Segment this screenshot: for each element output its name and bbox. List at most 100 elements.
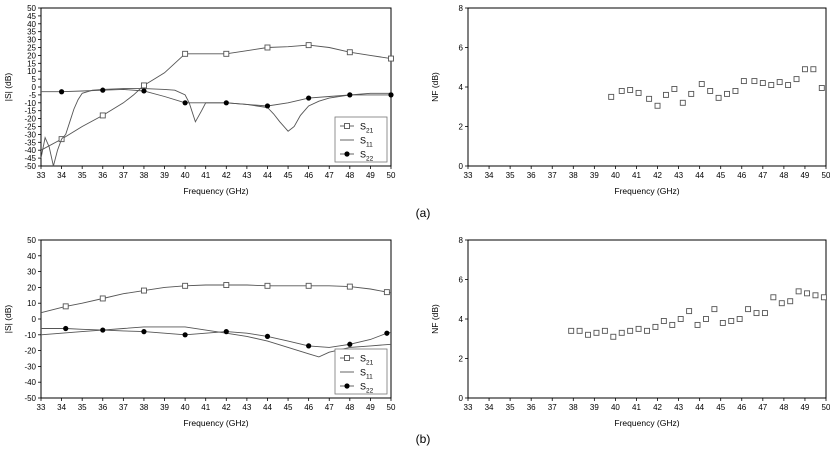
data-point-nf bbox=[753, 310, 760, 317]
data-point-nf bbox=[778, 300, 785, 307]
data-point-s21 bbox=[383, 289, 390, 296]
legend-label-symbol: S bbox=[360, 122, 366, 132]
y-tick-label: 50 bbox=[27, 236, 36, 245]
legend-label-subscript: 11 bbox=[366, 374, 373, 381]
x-tick-label: 42 bbox=[653, 171, 662, 180]
y-tick-label: -35 bbox=[24, 138, 36, 147]
data-point-s21 bbox=[388, 55, 394, 62]
data-point-nf bbox=[759, 80, 766, 87]
series-line-s22 bbox=[41, 88, 391, 107]
data-point-s21 bbox=[140, 82, 147, 89]
data-point-nf bbox=[818, 85, 825, 91]
legend-label-s21: S21 bbox=[360, 354, 374, 367]
x-tick-label: 42 bbox=[222, 403, 231, 412]
x-tick-label: 49 bbox=[800, 171, 809, 180]
data-point-nf bbox=[677, 316, 684, 322]
y-tick-label: -25 bbox=[24, 123, 36, 132]
x-tick-label: 33 bbox=[464, 403, 473, 412]
data-point-s21 bbox=[264, 282, 271, 289]
data-point-nf bbox=[568, 327, 575, 334]
y-tick-label: 40 bbox=[27, 252, 36, 261]
x-tick-label: 33 bbox=[37, 403, 46, 412]
x-axis-label: Frequency (GHz) bbox=[183, 418, 248, 428]
x-tick-label: 40 bbox=[181, 171, 190, 180]
x-tick-label: 46 bbox=[737, 403, 746, 412]
x-tick-label: 36 bbox=[98, 171, 107, 180]
x-tick-label: 34 bbox=[57, 403, 66, 412]
data-point-nf bbox=[688, 90, 695, 97]
data-point-nf bbox=[715, 94, 722, 101]
data-point-nf bbox=[728, 318, 735, 324]
data-point-s21 bbox=[223, 50, 230, 57]
x-tick-label: 37 bbox=[119, 403, 128, 412]
chart-b-noise-figure: 33 34 35 36 37 38 39 40 41 42 43 44 45 46 47 48 49 500246… bbox=[430, 236, 830, 428]
data-point-s21 bbox=[305, 42, 312, 49]
data-point-s22 bbox=[388, 92, 394, 98]
data-point-nf bbox=[703, 316, 709, 322]
chart-a-noise-figure: 33 34 35 36 37 38 39 40 41 42 43 44 45 46 47 48 49 500246… bbox=[430, 4, 830, 196]
x-tick-label: 35 bbox=[78, 171, 87, 180]
y-tick-label: -30 bbox=[24, 362, 36, 371]
legend-label-symbol: S bbox=[360, 136, 366, 146]
y-tick-label: 20 bbox=[27, 283, 36, 292]
data-point-s21 bbox=[140, 287, 147, 294]
data-point-nf bbox=[608, 93, 615, 100]
data-point-s22 bbox=[63, 325, 69, 332]
data-point-s21 bbox=[346, 49, 353, 56]
x-tick-label: 46 bbox=[737, 171, 746, 180]
x-tick-label: 36 bbox=[527, 171, 536, 180]
x-tick-label: 34 bbox=[485, 171, 494, 180]
data-point-nf bbox=[660, 318, 667, 324]
data-point-nf bbox=[663, 91, 669, 98]
legend-box bbox=[334, 116, 388, 163]
data-point-nf bbox=[646, 95, 653, 102]
x-tick-label: 45 bbox=[716, 171, 725, 180]
legend-label-subscript: 21 bbox=[366, 360, 374, 367]
legend-label-s22: S22 bbox=[360, 150, 374, 163]
x-tick-label: 49 bbox=[800, 403, 809, 412]
x-tick-label: 45 bbox=[284, 403, 293, 412]
data-point-nf bbox=[810, 66, 817, 73]
x-tick-label: 40 bbox=[611, 171, 620, 180]
data-point-nf bbox=[711, 306, 718, 313]
x-tick-label: 50 bbox=[387, 403, 396, 412]
x-tick-label: 37 bbox=[548, 171, 557, 180]
x-tick-label: 50 bbox=[387, 171, 396, 180]
series-line-s21 bbox=[40, 284, 392, 314]
data-point-s22 bbox=[100, 87, 106, 93]
y-axis-label: NF (dB) bbox=[430, 304, 440, 334]
x-tick-label: 38 bbox=[569, 171, 578, 180]
x-tick-label: 41 bbox=[632, 171, 641, 180]
y-tick-label: 0 bbox=[459, 162, 464, 171]
y-tick-label: 0 bbox=[459, 394, 464, 403]
data-point-s21 bbox=[182, 50, 189, 57]
data-point-nf bbox=[745, 306, 752, 313]
y-tick-label: 15 bbox=[27, 59, 36, 68]
x-tick-label: 49 bbox=[366, 403, 375, 412]
legend-label-subscript: 11 bbox=[366, 142, 373, 149]
data-point-nf bbox=[610, 333, 617, 340]
x-tick-label: 44 bbox=[695, 171, 704, 180]
y-tick-label: 6 bbox=[459, 276, 464, 285]
legend-label-symbol: S bbox=[360, 150, 366, 160]
legend-label-symbol: S bbox=[360, 382, 366, 392]
y-tick-label: -15 bbox=[24, 107, 36, 116]
data-point-nf bbox=[585, 331, 591, 338]
data-point-nf bbox=[698, 81, 705, 87]
legend-label-s11: S11 bbox=[360, 368, 373, 381]
x-tick-label: 48 bbox=[779, 171, 788, 180]
data-point-s21 bbox=[223, 282, 230, 288]
y-tick-label: 2 bbox=[459, 123, 464, 132]
x-tick-label: 39 bbox=[160, 171, 169, 180]
y-tick-label: 40 bbox=[27, 20, 36, 29]
data-point-nf bbox=[654, 102, 661, 109]
data-point-nf bbox=[601, 327, 608, 334]
y-tick-label: 8 bbox=[459, 236, 464, 245]
legend-label-subscript: 22 bbox=[366, 388, 374, 395]
y-tick-label: 6 bbox=[459, 44, 464, 53]
data-point-nf bbox=[732, 87, 739, 94]
y-tick-label: 25 bbox=[27, 44, 36, 53]
x-tick-label: 38 bbox=[139, 171, 148, 180]
data-point-nf bbox=[644, 327, 650, 334]
